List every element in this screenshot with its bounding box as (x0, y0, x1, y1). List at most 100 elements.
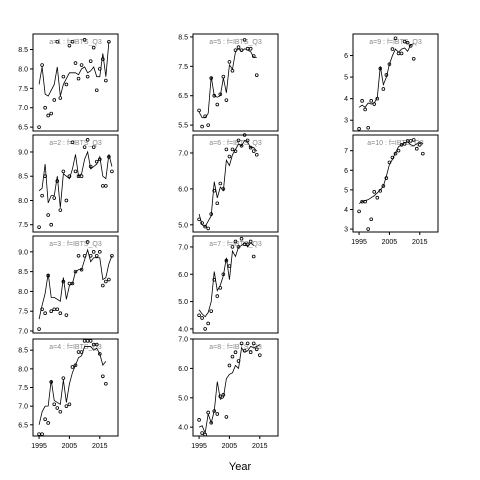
data-point (104, 381, 108, 386)
x-tick-label: 1995 (351, 239, 367, 246)
data-point (248, 350, 253, 355)
y-tick-label: 6 (344, 168, 348, 175)
data-point (251, 149, 256, 153)
data-point (97, 352, 102, 356)
y-tick-label: 6.0 (178, 366, 188, 373)
data-point (43, 311, 47, 316)
data-point (248, 145, 253, 150)
data-point (224, 98, 229, 102)
data-point (88, 254, 93, 258)
data-point (49, 309, 54, 314)
data-point (227, 60, 232, 64)
panel-frame (192, 338, 279, 437)
panel-frame (352, 33, 439, 132)
y-tick-label: 7.0 (18, 105, 28, 112)
data-point (197, 418, 201, 422)
data-point (49, 380, 54, 384)
data-point (49, 222, 54, 227)
data-point (254, 73, 259, 77)
data-point (233, 48, 238, 52)
data-point (384, 73, 389, 77)
data-point (101, 374, 105, 379)
data-point (221, 187, 226, 191)
data-point (43, 417, 47, 422)
data-point (245, 341, 250, 346)
data-point (224, 415, 229, 419)
panel-title: a=9 : f=IBTS_Q3 (369, 39, 422, 46)
data-point (206, 226, 210, 231)
data-point (233, 149, 238, 153)
y-tick-label: 7.5 (18, 385, 28, 392)
data-point (245, 138, 250, 143)
data-point (212, 409, 217, 413)
data-point (227, 264, 232, 268)
y-tick-label: 3 (344, 227, 348, 234)
panel-frame (192, 134, 279, 233)
data-point (79, 267, 84, 272)
panel-title: a=10 : f=IBTS_Q3 (367, 140, 424, 147)
x-tick-label: 2005 (382, 239, 398, 246)
data-point (73, 61, 78, 65)
data-point (55, 307, 60, 312)
data-point (104, 184, 108, 188)
panel-frame (192, 235, 279, 334)
data-point (421, 151, 425, 156)
data-point (52, 196, 57, 200)
data-point (378, 189, 383, 193)
panel-a-2: a=2 : f=IBTS_Q3 7.5 8.0 8.5 9.0 (18, 134, 119, 233)
x-axis-label: Year (229, 461, 252, 473)
data-point (52, 307, 57, 312)
data-point (203, 327, 207, 331)
data-point (94, 88, 99, 93)
y-tick-label: 8.0 (18, 289, 28, 296)
data-point (64, 198, 69, 203)
fitted-line (198, 48, 257, 119)
data-point (215, 412, 220, 416)
data-point (387, 62, 392, 66)
y-tick-label: 4.0 (178, 326, 188, 333)
data-point (67, 281, 72, 286)
data-point (110, 169, 114, 174)
y-tick-label: 5 (344, 187, 348, 194)
data-point (251, 54, 256, 58)
y-tick-label: 4 (344, 96, 348, 103)
y-tick-label: 8.0 (18, 366, 28, 373)
data-point (97, 67, 102, 71)
data-point (399, 143, 404, 147)
y-tick-label: 5.0 (178, 299, 188, 306)
data-point (254, 347, 259, 352)
data-point (239, 236, 244, 241)
data-point (82, 339, 87, 343)
data-point (393, 151, 398, 156)
data-point (104, 78, 108, 83)
data-point (218, 394, 223, 399)
data-point (221, 393, 226, 397)
data-point (248, 46, 253, 51)
data-point (46, 273, 50, 278)
data-point (73, 363, 78, 367)
data-point (209, 420, 214, 425)
data-point (200, 221, 204, 225)
data-point (61, 279, 66, 284)
data-point (52, 98, 57, 102)
data-point (91, 45, 96, 50)
data-point (52, 402, 57, 407)
y-tick-label: 7.5 (18, 309, 28, 316)
panel-frame (32, 338, 119, 437)
data-point (209, 76, 214, 80)
data-point (209, 309, 214, 313)
data-point (200, 124, 204, 129)
y-tick-label: 8.0 (18, 66, 28, 73)
data-point (73, 169, 78, 174)
data-point (390, 47, 395, 51)
panel-a-6: a=6 : f=IBTS_Q3 5.0 6.0 7.0 (178, 133, 279, 233)
data-point (215, 294, 220, 298)
data-point (70, 365, 75, 369)
data-point (85, 138, 90, 142)
fitted-line (198, 139, 258, 228)
data-point (97, 157, 102, 162)
data-point (70, 39, 75, 44)
data-point (85, 339, 90, 343)
data-point (64, 82, 69, 87)
data-point (91, 250, 96, 254)
